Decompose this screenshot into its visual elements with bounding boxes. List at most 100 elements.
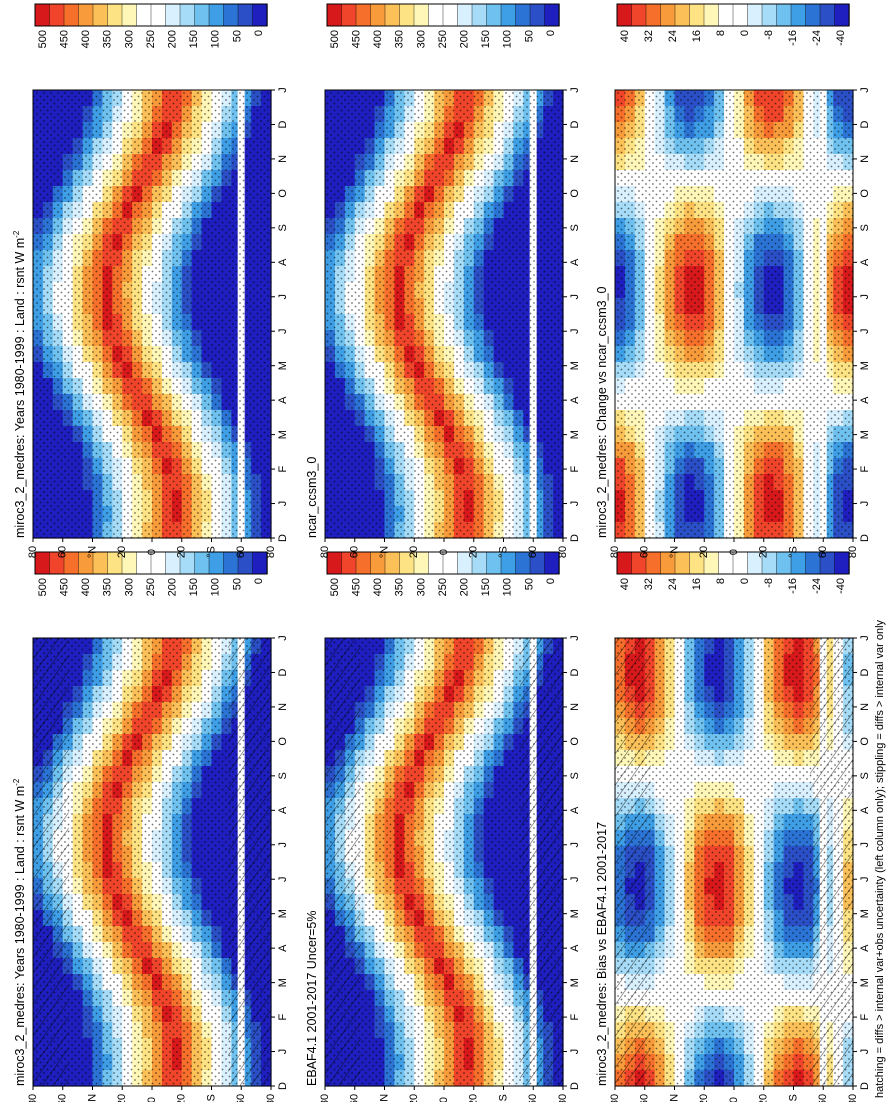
colorbar-label: 350 <box>102 578 114 596</box>
colorbar-swatch <box>689 3 705 27</box>
colorbar-label: 100 <box>502 30 514 48</box>
month-label: J <box>277 294 289 300</box>
colorbar-swatch <box>471 3 488 27</box>
colorbar-label: 0 <box>739 30 751 36</box>
lat-label: 20 <box>176 546 188 558</box>
lat-label: 80 <box>27 546 39 558</box>
month-label: M <box>277 361 289 370</box>
colorbar-swatch <box>121 3 138 27</box>
panel-title: EBAF4.1 2001-2017 Uncer=5% <box>305 911 319 1086</box>
lat-label: 60 <box>817 1094 829 1102</box>
panel-title: miroc3_2_medres: Years 1980-1999 : Land … <box>12 230 27 538</box>
colorbar-swatch <box>341 3 357 27</box>
lat-label: 80 <box>847 546 859 558</box>
colorbar-label: -16 <box>787 30 799 46</box>
colorbar-label: 24 <box>667 30 679 42</box>
colorbar-label: 50 <box>523 30 535 42</box>
month-label: J <box>859 501 871 507</box>
month-label: J <box>277 635 289 641</box>
colorbar-label: 450 <box>59 578 71 596</box>
colorbar-label: -24 <box>811 578 823 594</box>
colorbar-label: 350 <box>394 578 406 596</box>
colorbar-label: 400 <box>372 30 384 48</box>
colorbar-label: 300 <box>123 578 135 596</box>
month-label: J <box>277 87 289 93</box>
colorbar-swatch <box>413 3 430 27</box>
colorbar-label: 500 <box>329 30 341 48</box>
month-label: D <box>569 534 581 542</box>
lat-label: 20 <box>758 1094 770 1102</box>
hatch-overlay <box>810 638 853 1086</box>
month-label: D <box>569 1082 581 1090</box>
stipple-overlay <box>33 90 271 538</box>
lat-label: °S <box>497 1094 509 1102</box>
colorbar-label: 450 <box>351 578 363 596</box>
month-label: N <box>859 155 871 163</box>
colorbar-swatch <box>208 3 225 27</box>
lat-label: 0 <box>438 549 450 555</box>
month-label: J <box>859 294 871 300</box>
lat-label: 60 <box>639 546 651 558</box>
month-label: O <box>569 737 581 746</box>
colorbar-frame <box>616 551 850 575</box>
colorbar-swatch <box>428 3 444 27</box>
colorbar-label: -40 <box>835 30 847 46</box>
month-label: M <box>569 909 581 918</box>
month-label: A <box>277 944 289 952</box>
colorbar-label: 200 <box>459 30 471 48</box>
colorbar-label: 8 <box>715 578 727 584</box>
colorbar-label: 150 <box>480 578 492 596</box>
colorbar-label: 16 <box>691 30 703 42</box>
lat-label: °S <box>787 546 799 558</box>
month-label: S <box>569 224 581 231</box>
colorbar-label: 40 <box>619 30 631 42</box>
colorbar-label: 50 <box>231 578 243 590</box>
month-label: A <box>277 396 289 404</box>
month-label: M <box>859 430 871 439</box>
month-label: J <box>569 635 581 641</box>
lat-label: 0 <box>728 549 740 555</box>
lat-label: 60 <box>57 546 69 558</box>
colorbar-swatch <box>78 3 94 27</box>
colorbar-swatch <box>544 3 560 27</box>
month-label: F <box>569 465 581 472</box>
month-label: A <box>277 806 289 814</box>
month-label: J <box>569 876 581 882</box>
month-label: A <box>277 258 289 266</box>
colorbar-frame <box>616 3 850 27</box>
colorbar-swatch <box>790 3 807 27</box>
month-label: D <box>569 668 581 676</box>
colorbar-swatch <box>252 3 268 27</box>
colorbar-label: 32 <box>643 30 655 42</box>
hatch-overlay <box>228 638 271 1086</box>
lat-label: 20 <box>468 546 480 558</box>
lat-label: °N <box>378 546 390 558</box>
colorbar-label: 250 <box>145 30 157 48</box>
colorbar-swatch <box>631 3 647 27</box>
month-label: D <box>859 1082 871 1090</box>
lat-label: 0 <box>438 1097 450 1102</box>
month-label: O <box>277 189 289 198</box>
lat-label: 0 <box>146 549 158 555</box>
month-label: D <box>859 668 871 676</box>
month-label: N <box>859 703 871 711</box>
lat-label: 80 <box>557 546 569 558</box>
colorbar-swatch <box>370 3 386 27</box>
footnote: hatching = diffs > internal var+obs unce… <box>874 619 886 1098</box>
lat-label: 60 <box>817 546 829 558</box>
lat-label: 20 <box>698 1094 710 1102</box>
colorbar-swatch <box>761 3 778 27</box>
colorbar-label: 150 <box>188 30 200 48</box>
lat-label: °N <box>668 1094 680 1102</box>
colorbar-label: 0 <box>739 578 751 584</box>
month-label: J <box>569 1049 581 1055</box>
colorbar-label: 8 <box>715 30 727 36</box>
lat-label: 80 <box>27 1094 39 1102</box>
colorbar-label: 500 <box>329 578 341 596</box>
colorbar-frame <box>326 3 560 27</box>
